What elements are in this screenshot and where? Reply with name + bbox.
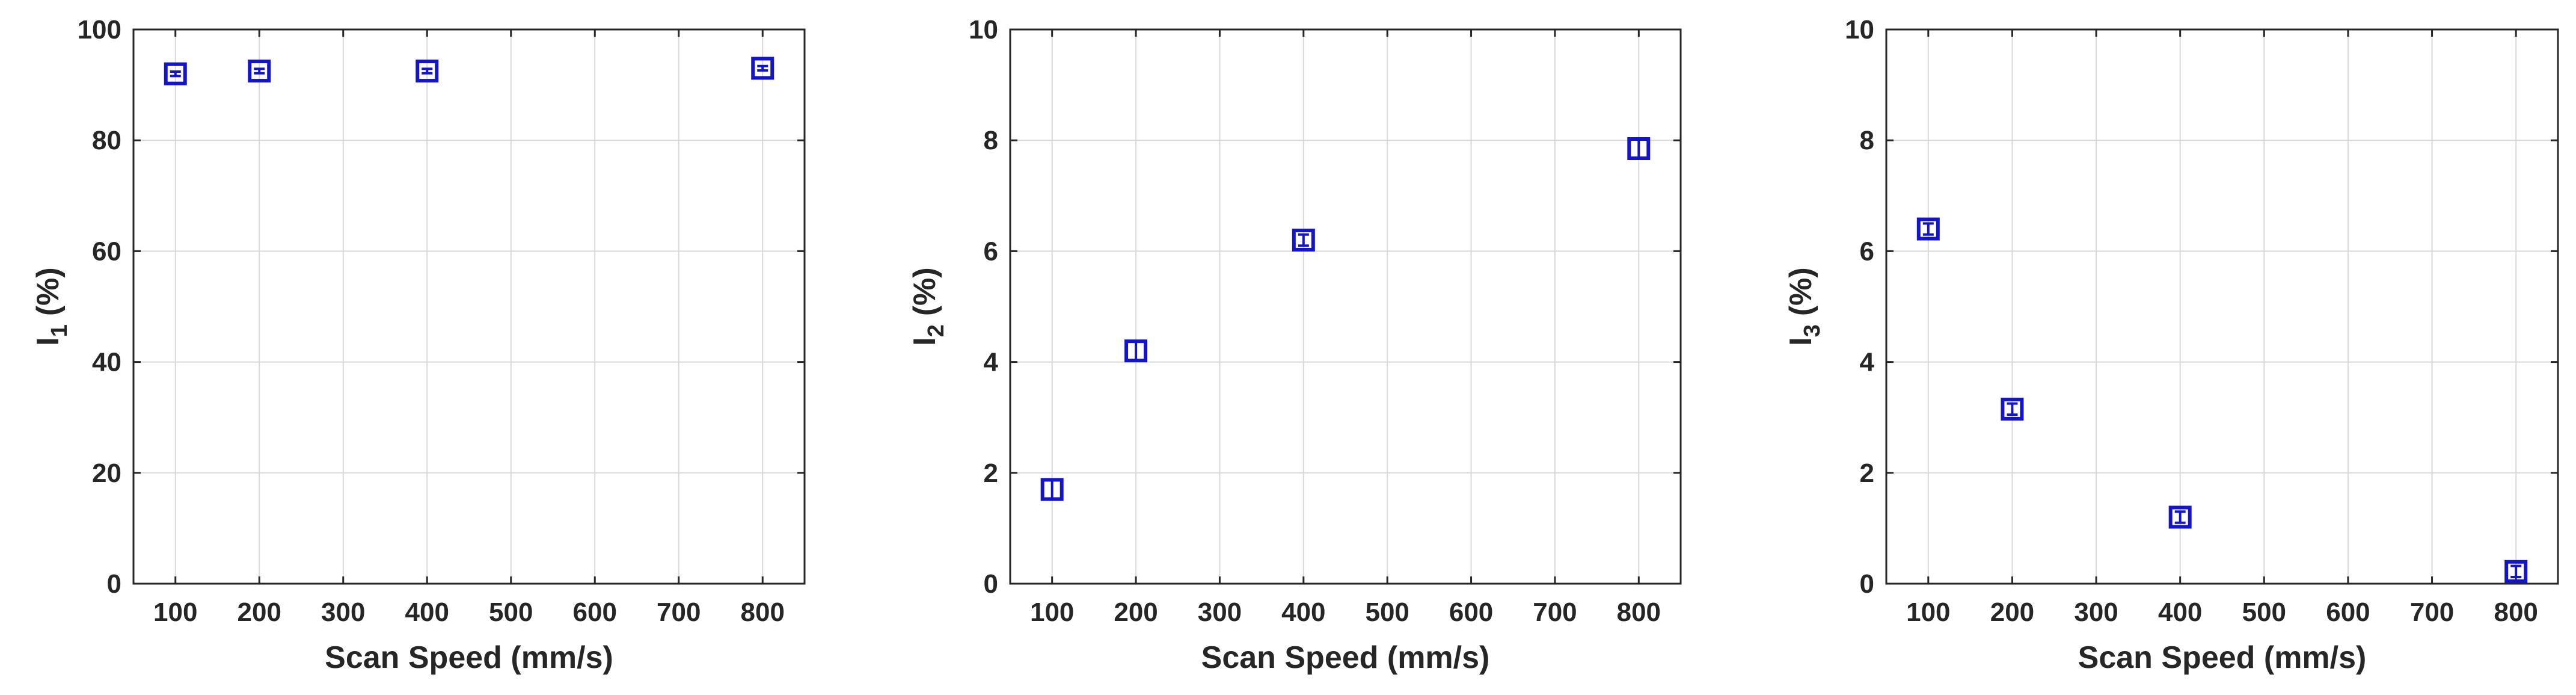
y-axis-label: I1(%) xyxy=(31,267,72,345)
data-marker xyxy=(1916,217,1940,241)
x-tick-label: 100 xyxy=(1906,598,1950,627)
y-tick-label: 40 xyxy=(92,348,121,377)
x-tick-label: 300 xyxy=(2074,598,2118,627)
y-axis-label: I3(%) xyxy=(1783,267,1825,345)
data-point xyxy=(164,62,187,85)
data-point xyxy=(2168,505,2192,529)
data-point xyxy=(1292,228,1315,252)
x-tick-label: 500 xyxy=(1365,598,1409,627)
x-tick-label: 800 xyxy=(1617,598,1661,627)
x-tick-label: 700 xyxy=(2410,598,2454,627)
x-tick-label: 800 xyxy=(2494,598,2538,627)
chart-panel-1: 100 200 300 400 500 600 700 800 0 20 40 60 80 100 Scan… xyxy=(31,15,806,675)
data-marker xyxy=(2504,560,2528,583)
y-tick-label: 8 xyxy=(984,126,998,155)
x-tick-label: 600 xyxy=(573,598,617,627)
y-tick-label: 10 xyxy=(1845,15,1874,45)
y-tick-label: 20 xyxy=(92,459,121,488)
data-point xyxy=(1040,478,1064,501)
y-tick-label: 60 xyxy=(92,236,121,266)
x-axis-label: Scan Speed (mm/s) xyxy=(2078,640,2367,675)
y-tick-label: 80 xyxy=(92,126,121,155)
y-tick-label: 6 xyxy=(984,236,998,266)
y-tick-label: 8 xyxy=(1860,126,1874,155)
data-point xyxy=(1916,217,1940,241)
y-tick-label: 0 xyxy=(107,569,121,599)
x-tick-label: 500 xyxy=(489,598,533,627)
x-tick-label: 400 xyxy=(2158,598,2202,627)
data-point xyxy=(751,57,774,80)
chart-panel-3: 100 200 300 400 500 600 700 800 0 2 4 6 8 10 Scan Spee… xyxy=(1783,15,2559,675)
x-tick-label: 200 xyxy=(238,598,281,627)
data-marker xyxy=(164,62,187,85)
plot-frame xyxy=(1009,28,1682,585)
x-axis-label: Scan Speed (mm/s) xyxy=(1201,640,1490,675)
data-point xyxy=(1627,137,1651,161)
x-tick-label: 700 xyxy=(1533,598,1577,627)
plot-frame xyxy=(132,28,806,585)
y-tick-label: 10 xyxy=(969,15,998,45)
y-tick-label: 2 xyxy=(984,459,998,488)
plot-frame xyxy=(1885,28,2559,585)
chart-panel-2: 100 200 300 400 500 600 700 800 0 2 4 6 8 10 Scan Spee… xyxy=(907,15,1682,675)
data-point xyxy=(2001,397,2024,421)
x-tick-label: 700 xyxy=(657,598,701,627)
data-marker xyxy=(2168,505,2192,529)
y-tick-label: 2 xyxy=(1860,459,1874,488)
x-tick-label: 400 xyxy=(405,598,449,627)
x-tick-label: 100 xyxy=(153,598,197,627)
data-point xyxy=(1124,339,1148,363)
data-marker xyxy=(751,57,774,80)
x-tick-label: 100 xyxy=(1030,598,1074,627)
x-tick-label: 300 xyxy=(321,598,365,627)
x-tick-label: 200 xyxy=(1990,598,2034,627)
y-tick-label: 6 xyxy=(1860,236,1874,266)
data-marker xyxy=(416,60,439,83)
x-tick-label: 500 xyxy=(2242,598,2286,627)
data-point xyxy=(416,60,439,83)
x-tick-label: 400 xyxy=(1281,598,1325,627)
x-tick-label: 600 xyxy=(2326,598,2370,627)
y-tick-label: 0 xyxy=(1860,569,1874,599)
y-tick-label: 0 xyxy=(984,569,998,599)
x-axis-label: Scan Speed (mm/s) xyxy=(325,640,613,675)
data-marker xyxy=(2001,397,2024,421)
y-tick-label: 4 xyxy=(984,348,999,377)
x-tick-label: 800 xyxy=(741,598,785,627)
x-tick-label: 300 xyxy=(1198,598,1242,627)
data-point xyxy=(248,60,271,83)
x-tick-label: 600 xyxy=(1449,598,1493,627)
x-tick-label: 200 xyxy=(1114,598,1158,627)
y-tick-label: 4 xyxy=(1860,348,1875,377)
data-marker xyxy=(248,60,271,83)
y-tick-label: 100 xyxy=(78,15,121,45)
data-marker xyxy=(1292,228,1315,252)
data-point xyxy=(2504,560,2528,583)
y-axis-label: I2(%) xyxy=(907,267,949,345)
